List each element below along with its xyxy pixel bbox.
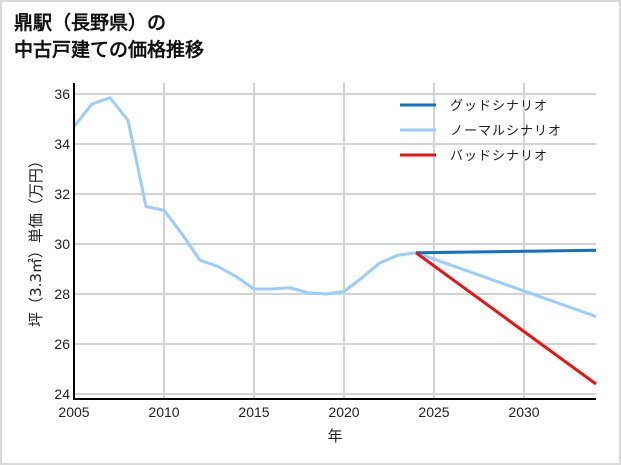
x-tick-label: 2030 bbox=[508, 404, 539, 420]
x-tick-label: 2005 bbox=[58, 404, 89, 420]
axes bbox=[73, 83, 596, 400]
legend-label: グッドシナリオ bbox=[450, 99, 548, 114]
y-tick-label: 32 bbox=[54, 186, 70, 202]
legend-label: ノーマルシナリオ bbox=[450, 124, 562, 139]
y-tick-label: 36 bbox=[54, 86, 70, 102]
chart-title: 鼎駅（長野県）の 中古戸建ての価格推移 bbox=[14, 10, 204, 64]
x-tick-label: 2010 bbox=[148, 404, 179, 420]
chart-title-line2: 中古戸建ての価格推移 bbox=[14, 39, 205, 61]
y-tick-label: 30 bbox=[54, 236, 70, 252]
series-line bbox=[72, 96, 597, 318]
y-axis-label: 坪（3.3㎡）単価（万円） bbox=[27, 153, 45, 327]
chart-title-line1: 鼎駅（長野県）の bbox=[14, 12, 167, 34]
series-lines bbox=[72, 96, 597, 386]
y-tick-label: 26 bbox=[54, 336, 70, 352]
series-line bbox=[415, 251, 597, 386]
y-tick-label: 34 bbox=[54, 136, 70, 152]
y-tick-label: 28 bbox=[54, 286, 70, 302]
series-line bbox=[415, 248, 597, 255]
x-tick-label: 2015 bbox=[238, 404, 269, 420]
y-tick-label: 24 bbox=[54, 386, 70, 402]
x-tick-label: 2020 bbox=[328, 404, 359, 420]
x-axis-label: 年 bbox=[327, 427, 342, 445]
x-tick-label: 2025 bbox=[418, 404, 449, 420]
tick-labels: 24 26 28 30 32 34 36 2005 2010 2015 2020 2025 2030 bbox=[54, 86, 539, 420]
legend-label: バッドシナリオ bbox=[450, 149, 548, 164]
